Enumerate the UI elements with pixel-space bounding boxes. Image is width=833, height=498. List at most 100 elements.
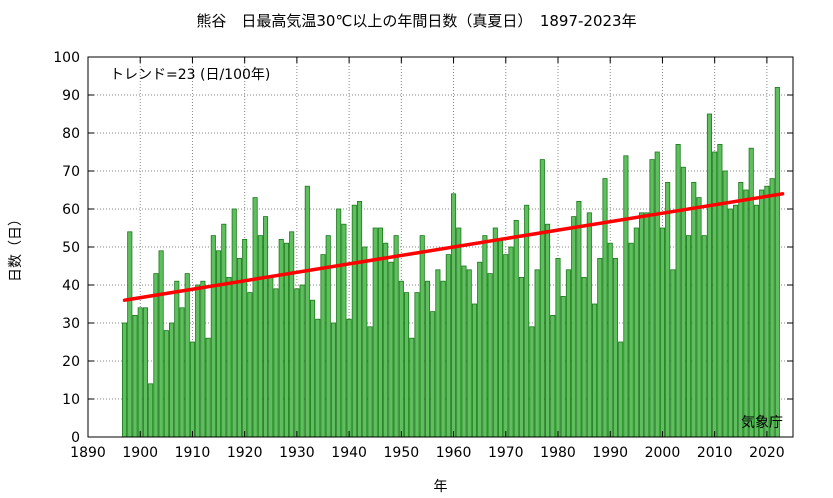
x-tick-label: 1930 bbox=[279, 445, 315, 461]
bar-2009 bbox=[706, 113, 712, 438]
bar-1958 bbox=[440, 280, 446, 438]
bar-1941 bbox=[351, 204, 357, 438]
bar-1964 bbox=[471, 303, 477, 438]
bar-1970 bbox=[503, 254, 509, 438]
axis-layer: 0 10 20 30 40 50 60 70 80 90 100 1890 1900 1910 1920 19… bbox=[53, 50, 793, 461]
bars-layer bbox=[122, 87, 780, 438]
x-tick-label: 1980 bbox=[540, 445, 576, 461]
bar-1908 bbox=[179, 307, 185, 438]
bar-2001 bbox=[665, 181, 671, 438]
bar-1947 bbox=[383, 242, 389, 438]
bar-1969 bbox=[498, 238, 504, 438]
bar-1917 bbox=[226, 276, 232, 438]
bar-1922 bbox=[252, 197, 258, 438]
bar-1966 bbox=[482, 235, 488, 438]
y-tick-label: 40 bbox=[62, 278, 80, 294]
bar-1988 bbox=[597, 257, 603, 438]
bar-2007 bbox=[696, 197, 702, 438]
y-tick-label: 10 bbox=[62, 392, 80, 408]
x-tick-label: 1960 bbox=[436, 445, 472, 461]
y-tick-label: 0 bbox=[71, 430, 80, 446]
bar-1914 bbox=[210, 235, 216, 438]
bar-1961 bbox=[456, 227, 462, 438]
bar-1983 bbox=[571, 216, 577, 438]
bar-2021 bbox=[769, 178, 775, 438]
bar-1899 bbox=[132, 314, 138, 438]
bar-1973 bbox=[518, 276, 524, 438]
y-axis-title: 日数（日） bbox=[8, 212, 24, 282]
x-tick-label: 1950 bbox=[384, 445, 420, 461]
bar-2018 bbox=[753, 204, 759, 438]
bar-1939 bbox=[341, 223, 347, 438]
bar-1897 bbox=[122, 322, 128, 438]
bar-2006 bbox=[691, 181, 697, 438]
bar-1975 bbox=[529, 326, 535, 438]
bar-1937 bbox=[330, 322, 336, 438]
bar-1911 bbox=[195, 284, 201, 438]
bar-1984 bbox=[576, 200, 582, 438]
bar-1951 bbox=[404, 292, 410, 438]
bar-1943 bbox=[362, 246, 368, 438]
bar-1932 bbox=[304, 185, 310, 438]
bar-1930 bbox=[294, 288, 300, 438]
bar-1904 bbox=[158, 250, 164, 438]
x-tick-label: 2010 bbox=[697, 445, 733, 461]
plot-frame bbox=[87, 56, 794, 438]
bar-1957 bbox=[435, 269, 441, 438]
y-tick-label: 30 bbox=[62, 316, 80, 332]
y-tick-label: 100 bbox=[53, 50, 80, 66]
bar-1968 bbox=[492, 227, 498, 438]
bar-1938 bbox=[336, 208, 342, 438]
bar-1912 bbox=[200, 280, 206, 438]
bar-1992 bbox=[618, 341, 624, 438]
bar-2002 bbox=[670, 269, 676, 438]
bar-1955 bbox=[424, 280, 430, 438]
bar-1927 bbox=[278, 238, 284, 438]
bar-1981 bbox=[560, 295, 566, 438]
trend-label: トレンド=23 (日/100年) bbox=[110, 67, 270, 83]
bar-1954 bbox=[419, 235, 425, 438]
bar-1953 bbox=[414, 292, 420, 438]
bar-2020 bbox=[764, 185, 770, 438]
y-tick-label: 50 bbox=[62, 240, 80, 256]
bar-1978 bbox=[545, 223, 551, 438]
bar-2004 bbox=[680, 166, 686, 438]
bar-1913 bbox=[205, 337, 211, 438]
bar-1995 bbox=[633, 227, 639, 438]
x-tick-label: 1940 bbox=[331, 445, 367, 461]
bar-1898 bbox=[127, 231, 133, 438]
y-tick-label: 90 bbox=[62, 88, 80, 104]
bar-1925 bbox=[268, 276, 274, 438]
bar-1942 bbox=[357, 200, 363, 438]
bar-1916 bbox=[221, 223, 227, 438]
bar-1989 bbox=[602, 178, 608, 438]
x-tick-label: 1990 bbox=[592, 445, 628, 461]
bar-1998 bbox=[649, 159, 655, 438]
bar-1924 bbox=[263, 216, 269, 438]
bar-1971 bbox=[508, 246, 514, 438]
bar-1994 bbox=[628, 242, 634, 438]
bar-2016 bbox=[743, 189, 749, 438]
bar-1991 bbox=[612, 257, 618, 438]
bar-1979 bbox=[550, 314, 556, 438]
bar-1919 bbox=[236, 257, 242, 438]
bar-2019 bbox=[759, 189, 765, 438]
bar-1934 bbox=[315, 318, 321, 438]
bar-1990 bbox=[607, 242, 613, 438]
x-tick-label: 2020 bbox=[749, 445, 785, 461]
bar-1999 bbox=[654, 151, 660, 438]
bar-2014 bbox=[733, 204, 739, 438]
bar-1963 bbox=[466, 269, 472, 438]
y-tick-label: 60 bbox=[62, 202, 80, 218]
bar-1907 bbox=[174, 280, 180, 438]
x-tick-label: 1910 bbox=[175, 445, 211, 461]
bar-1949 bbox=[393, 235, 399, 438]
bar-1906 bbox=[169, 322, 175, 438]
y-tick-label: 20 bbox=[62, 354, 80, 370]
bar-1933 bbox=[310, 299, 316, 438]
bar-1902 bbox=[148, 383, 154, 438]
bar-1918 bbox=[231, 208, 237, 438]
bar-1900 bbox=[137, 307, 143, 438]
chart-title: 熊谷 日最高気温30℃以上の年間日数（真夏日） 1897-2023年 bbox=[196, 12, 637, 30]
bar-1931 bbox=[299, 284, 305, 438]
